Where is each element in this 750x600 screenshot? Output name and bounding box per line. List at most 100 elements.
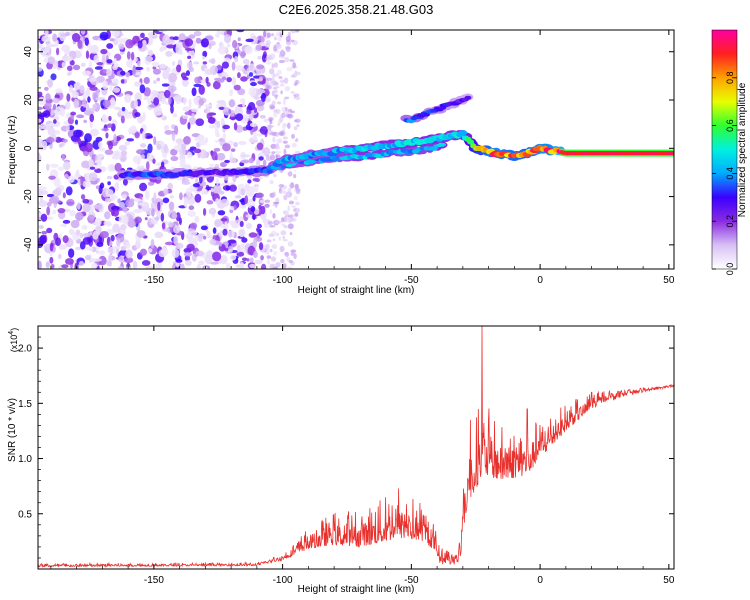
spectrogram-noise-blob — [105, 189, 114, 198]
spectrogram-noise-blob — [275, 154, 278, 159]
spectrogram-noise-blob — [125, 249, 133, 259]
spectrogram-noise-blob — [46, 43, 50, 54]
spectrogram-noise-blob — [88, 77, 96, 83]
spectrogram-noise-blob — [106, 59, 113, 64]
spectrogram-noise-blob — [55, 88, 63, 94]
spectrogram-noise-blob — [259, 199, 267, 204]
spectrogram-ridge-mark — [569, 151, 574, 156]
spectrogram-ridge-mark — [659, 151, 664, 156]
spectrogram-noise-blob — [183, 97, 187, 105]
spectrogram-noise-blob — [295, 188, 301, 195]
spectrogram-ridge-mark — [579, 151, 584, 156]
spectrogram-noise-blob — [82, 70, 92, 76]
spectrogram-noise-blob — [89, 44, 99, 54]
spectrogram-noise-blob — [69, 84, 74, 93]
spectrogram-noise-blob — [261, 53, 267, 63]
spectrogram-noise-blob — [283, 77, 289, 84]
spectrogram-noise-blob — [250, 206, 256, 212]
spectrogram-noise-blob — [264, 199, 271, 203]
spectrogram-noise-blob — [229, 254, 237, 261]
spectrogram-noise-blob — [138, 205, 142, 209]
spectrogram-noise-blob — [204, 104, 213, 108]
spectrogram-noise-blob — [286, 66, 293, 72]
spectrogram-noise-blob — [191, 87, 197, 97]
spectrogram-ridge-mark — [592, 151, 597, 156]
spectrogram-noise-blob — [282, 140, 288, 144]
spectrogram-noise-blob — [151, 208, 155, 217]
spectrogram-noise-blob — [286, 216, 292, 224]
colorbar-ticks: 0.0 0.2 0.4 0.6 0.8 — [712, 72, 737, 275]
spectrogram-noise-blob — [240, 204, 247, 209]
spectrogram-noise-blob — [55, 237, 61, 247]
spectrogram-noise-blob — [289, 182, 294, 189]
spectrogram-noise-blob — [258, 76, 263, 82]
spectrogram-noise-blob — [144, 55, 154, 62]
spectrogram-noise-blob — [38, 112, 48, 118]
spectrogram-ridge-mark — [654, 151, 659, 156]
spectrogram-noise-blob — [236, 30, 245, 33]
spectrogram-noise-blob — [275, 132, 279, 138]
spectrogram-noise-blob — [228, 220, 236, 225]
spectrogram-noise-blob — [269, 125, 274, 128]
spectrogram-noise-blob — [161, 83, 170, 87]
snr-y-tick-label: 2.0 — [18, 344, 32, 355]
spectrogram-noise-blob — [74, 262, 79, 269]
spectrogram-noise-blob — [122, 178, 128, 186]
spectrogram-noise-blob — [272, 136, 276, 143]
spectrogram-noise-blob — [197, 104, 202, 109]
spectrogram-noise-blob — [212, 80, 221, 90]
spectrogram-noise-blob — [233, 122, 238, 131]
spectrogram-noise-blob — [274, 220, 280, 225]
spectrogram-noise-blob — [68, 228, 75, 235]
spectrogram-noise-blob — [202, 61, 208, 65]
spectrogram-y-tick-label: -20 — [23, 189, 34, 204]
spectrogram-noise-blob — [125, 72, 131, 77]
spectrogram-noise-blob — [92, 258, 102, 262]
spectrogram-noise-blob — [52, 97, 60, 104]
spectrogram-noise-blob — [249, 257, 254, 263]
spectrogram-noise-blob — [62, 219, 71, 224]
spectrogram-noise-blob — [224, 159, 230, 164]
spectrogram-noise-blob — [68, 248, 75, 259]
spectrogram-noise-blob — [134, 132, 140, 139]
spectrogram-noise-blob — [203, 190, 209, 195]
spectrogram-noise-blob — [215, 177, 220, 186]
spectrogram-noise-blob — [173, 235, 179, 245]
spectrogram-noise-blob — [94, 203, 103, 210]
spectrogram-noise-blob — [290, 252, 295, 256]
spectrogram-noise-blob — [276, 36, 282, 42]
spectrogram-noise-blob — [171, 212, 178, 220]
colorbar-tick-label: 0.8 — [725, 72, 735, 85]
spectrogram-noise-blob — [94, 217, 102, 227]
spectrogram-noise-blob — [113, 133, 117, 143]
spectrogram-ridge-mark — [618, 151, 623, 156]
spectrogram-noise-blob — [186, 151, 193, 159]
spectrogram-noise-blob — [114, 181, 120, 191]
spectrogram-noise-blob — [212, 185, 222, 194]
spectrogram-noise-blob — [170, 155, 179, 162]
spectrogram-noise-blob — [267, 220, 273, 226]
spectrogram-ridge-mark — [595, 151, 599, 156]
spectrogram-noise-blob — [295, 118, 301, 123]
spectrogram-noise-blob — [249, 139, 259, 143]
spectrogram-noise-blob — [183, 135, 191, 145]
spectrogram-noise-blob — [197, 233, 206, 240]
spectrogram-noise-blob — [265, 40, 271, 45]
spectrogram-noise-blob — [292, 208, 297, 212]
spectrogram-noise-blob — [276, 138, 283, 144]
spectrogram-noise-blob — [114, 162, 122, 172]
spectrogram-noise-blob — [202, 207, 207, 216]
spectrogram-y-tick-label: -40 — [23, 237, 34, 252]
spectrogram-noise-blob — [82, 236, 92, 245]
spectrogram-noise-blob — [69, 59, 75, 66]
spectrogram-noise-blob — [132, 64, 136, 75]
spectrogram-noise-blob — [73, 98, 79, 109]
spectrogram-noise-blob — [50, 264, 55, 269]
spectrogram-x-ticks: -150 -100 -50 0 50 — [50, 30, 675, 286]
spectrogram-noise-blob — [152, 66, 157, 70]
spectrogram-noise-blob — [84, 133, 92, 143]
spectrogram-noise-blob — [62, 161, 71, 171]
spectrogram-noise-blob — [163, 188, 169, 196]
spectrogram-noise-blob — [253, 131, 257, 139]
spectrogram-noise-blob — [110, 97, 116, 106]
